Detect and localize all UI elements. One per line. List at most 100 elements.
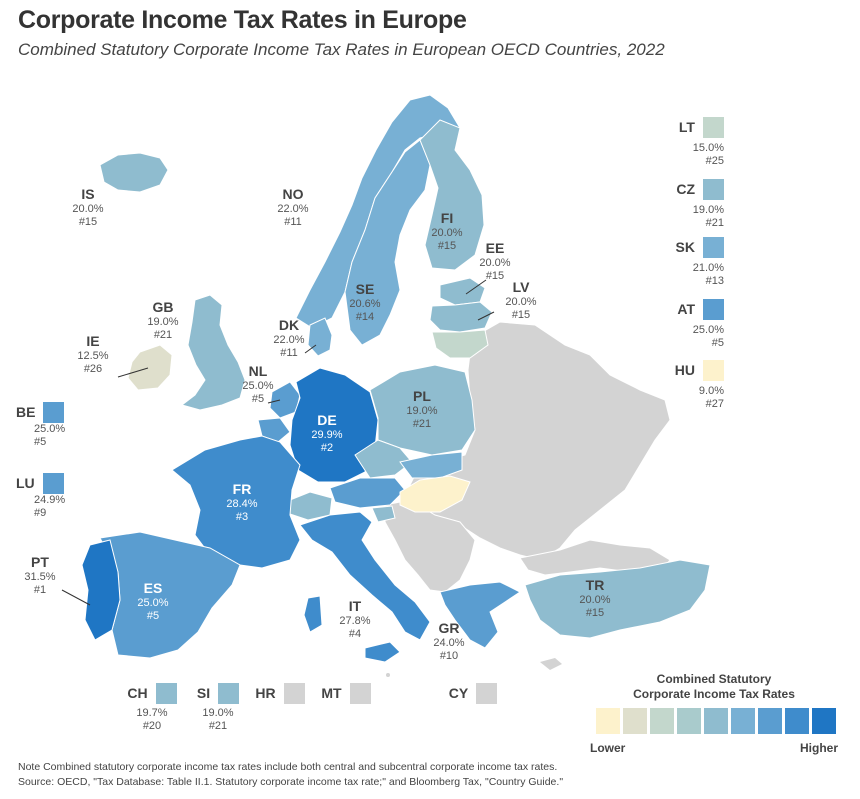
legend-swatch: [596, 708, 620, 734]
label-code: FI: [440, 210, 454, 226]
label-fi: FI 20.0% #15: [422, 210, 472, 253]
label-nl: NL 25.0% #5: [233, 363, 283, 406]
label-rank: #4: [348, 628, 362, 640]
label-rate: 20.0%: [431, 227, 463, 239]
country-lt: [431, 329, 489, 359]
region-balkans: [384, 499, 476, 593]
country-it: [299, 511, 431, 641]
country-is: [99, 152, 169, 193]
label-rate: 20.0%: [505, 296, 537, 308]
label-no: NO 22.0% #11: [268, 186, 318, 229]
country-it-sardinia: [303, 595, 323, 633]
label-rank: #15: [511, 309, 531, 321]
label-rate: 29.9%: [311, 429, 343, 441]
country-pt: [81, 539, 121, 641]
legend-swatch: [785, 708, 809, 734]
inset-rate: 19.0%: [202, 707, 234, 719]
inset-code: CZ: [676, 181, 695, 197]
legend-swatch: [650, 708, 674, 734]
inset-rate: 9.0%: [698, 385, 724, 397]
inset-code: SK: [675, 239, 695, 255]
label-rate: 25.0%: [137, 597, 169, 609]
inset-rate: 19.7%: [136, 707, 168, 719]
inset-rank: #21: [705, 217, 724, 229]
inset-swatch: [476, 683, 498, 704]
inset-lt: LT 15.0% #25: [660, 117, 724, 168]
inset-ch: CH 19.7% #20: [122, 683, 182, 733]
source-text: Source: OECD, "Tax Database: Table II.1.…: [18, 776, 564, 788]
country-fi: [419, 119, 485, 271]
country-pl: [369, 364, 476, 456]
legend-swatch: [758, 708, 782, 734]
inset-swatch: [703, 117, 724, 138]
inset-rate: 21.0%: [692, 262, 724, 274]
legend-high-label: Higher: [800, 741, 839, 755]
country-lv: [429, 301, 493, 333]
inset-code: CH: [127, 685, 148, 701]
country-be: [257, 417, 291, 443]
inset-rank: #5: [34, 436, 47, 448]
inset-hu: HU 9.0% #27: [660, 360, 724, 411]
legend-swatch: [704, 708, 728, 734]
label-rate: 20.0%: [579, 594, 611, 606]
label-rank: #15: [78, 216, 98, 228]
legend-swatch: [731, 708, 755, 734]
label-rate: 28.4%: [226, 498, 258, 510]
inset-rank: #9: [34, 507, 47, 519]
label-code: LV: [512, 279, 530, 295]
leader-pt: [61, 589, 91, 606]
inset-rank: #25: [705, 155, 724, 167]
label-code: IS: [81, 186, 95, 202]
inset-swatch: [703, 360, 724, 381]
region-cyprus: [540, 658, 562, 670]
label-code: GR: [438, 620, 460, 636]
inset-code: AT: [677, 301, 695, 317]
country-gr: [439, 581, 521, 649]
label-fr: FR 28.4% #3: [217, 481, 267, 524]
label-code: TR: [585, 577, 605, 593]
inset-rank: #27: [705, 398, 724, 410]
label-rate: 19.0%: [147, 316, 179, 328]
inset-si: SI 19.0% #21: [188, 683, 248, 733]
chart-subtitle: Combined Statutory Corporate Income Tax …: [18, 40, 665, 59]
legend-swatch: [812, 708, 836, 734]
label-code: PT: [31, 554, 49, 570]
label-code: NL: [248, 363, 268, 379]
label-rank: #2: [320, 442, 334, 454]
legend-title-line1: Combined Statutory: [656, 672, 772, 686]
label-rate: 12.5%: [77, 350, 109, 362]
inset-rate: 15.0%: [692, 142, 724, 154]
label-rank: #11: [284, 216, 302, 228]
label-rank: #5: [251, 393, 265, 405]
inset-rate: 24.9%: [34, 494, 66, 506]
inset-cy: CY: [443, 683, 503, 704]
leader-ee: [465, 279, 487, 295]
inset-cz: CZ 19.0% #21: [660, 179, 724, 230]
inset-swatch: [155, 683, 177, 704]
inset-swatch: [43, 402, 65, 423]
country-at: [329, 477, 406, 509]
country-sk: [399, 451, 463, 479]
label-pl: PL 19.0% #21: [397, 388, 447, 431]
leader-ie: [117, 367, 149, 378]
label-code: NO: [282, 186, 304, 202]
label-code: GB: [152, 299, 174, 315]
inset-swatch: [703, 179, 724, 200]
legend-title: Combined Statutory Corporate Income Tax …: [598, 672, 830, 702]
country-tr: [524, 559, 711, 639]
footnote: Note Combined statutory corporate income…: [18, 760, 563, 790]
label-rank: #14: [355, 311, 375, 323]
inset-swatch: [283, 683, 305, 704]
inset-rate: 25.0%: [34, 423, 66, 435]
inset-rate: 25.0%: [692, 324, 724, 336]
inset-code: HU: [674, 362, 695, 378]
legend-color-scale: [596, 708, 836, 734]
label-ie: IE 12.5% #26: [68, 333, 118, 376]
label-code: DE: [317, 412, 337, 428]
inset-rank: #21: [208, 720, 228, 732]
label-rank: #15: [485, 270, 505, 282]
country-de: [289, 367, 379, 483]
label-rate: 31.5%: [24, 571, 56, 583]
label-code: EE: [485, 240, 505, 256]
label-tr: TR 20.0% #15: [570, 577, 620, 620]
